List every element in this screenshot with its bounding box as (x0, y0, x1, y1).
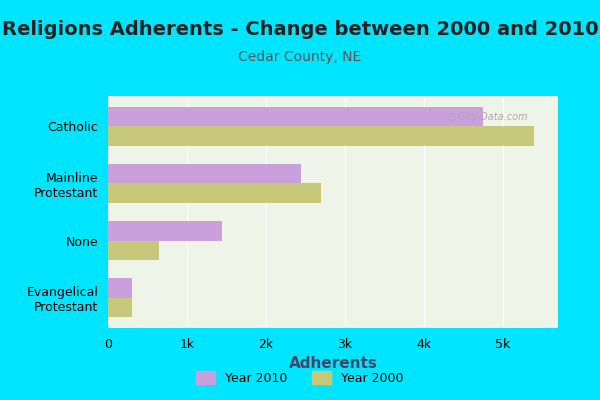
Text: ⓘ City-Data.com: ⓘ City-Data.com (449, 112, 528, 122)
Bar (108, 106, 483, 126)
Bar (108, 126, 535, 146)
Bar (108, 240, 160, 260)
Bar (108, 164, 301, 184)
Bar (108, 220, 223, 240)
Legend: Year 2010, Year 2000: Year 2010, Year 2000 (191, 366, 409, 390)
Bar (108, 184, 321, 204)
X-axis label: Adherents: Adherents (289, 356, 377, 371)
Bar (108, 298, 131, 318)
Text: Religions Adherents - Change between 2000 and 2010: Religions Adherents - Change between 200… (2, 20, 598, 39)
Text: Cedar County, NE: Cedar County, NE (238, 50, 362, 64)
Bar (108, 278, 131, 298)
